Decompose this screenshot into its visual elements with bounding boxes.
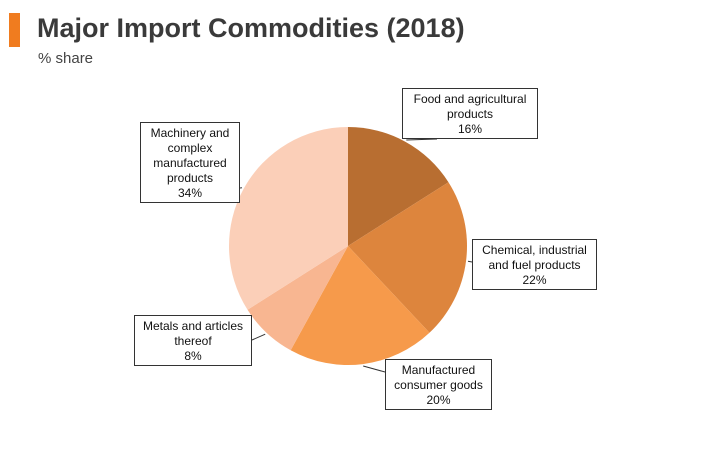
pie-slice	[290, 246, 430, 366]
callout-leader-line	[251, 333, 266, 341]
slice-label: Food and agricultural products	[413, 92, 527, 121]
title-accent-bar	[9, 13, 20, 47]
pie-slices	[228, 127, 468, 366]
callout-food-agricultural: Food and agricultural products 16%	[402, 88, 538, 139]
slice-label: Machinery and complex manufactured produ…	[150, 126, 230, 185]
pie-slice	[348, 182, 468, 333]
slice-value-label: 16%	[457, 122, 483, 136]
slice-value-label: 22%	[522, 273, 547, 287]
callout-metals-articles: Metals and articles thereof 8%	[134, 315, 252, 366]
slice-label: Metals and articles thereof	[142, 319, 244, 348]
callout-leader-lines	[239, 138, 473, 373]
callout-leader-line	[363, 365, 386, 373]
callout-chemical-industrial-fuel: Chemical, industrial and fuel products 2…	[472, 239, 597, 290]
callout-leader-line	[406, 138, 438, 141]
callout-manufactured-consumer-goods: Manufactured consumer goods 20%	[385, 359, 492, 410]
pie-slice	[228, 127, 348, 310]
slice-label: Manufactured consumer goods	[394, 363, 483, 392]
pie-slice	[247, 246, 348, 351]
slice-label: Chemical, industrial and fuel products	[482, 243, 587, 272]
chart-subtitle: % share	[38, 50, 94, 67]
callout-leader-line	[467, 260, 473, 263]
chart-title: Major Import Commodities (2018)	[37, 13, 465, 43]
pie-slice	[348, 127, 449, 246]
slice-value-label: 34%	[177, 186, 203, 200]
slice-value-label: 20%	[426, 393, 451, 407]
slice-value-label: 8%	[184, 349, 202, 363]
callout-machinery-complex: Machinery and complex manufactured produ…	[140, 122, 240, 203]
